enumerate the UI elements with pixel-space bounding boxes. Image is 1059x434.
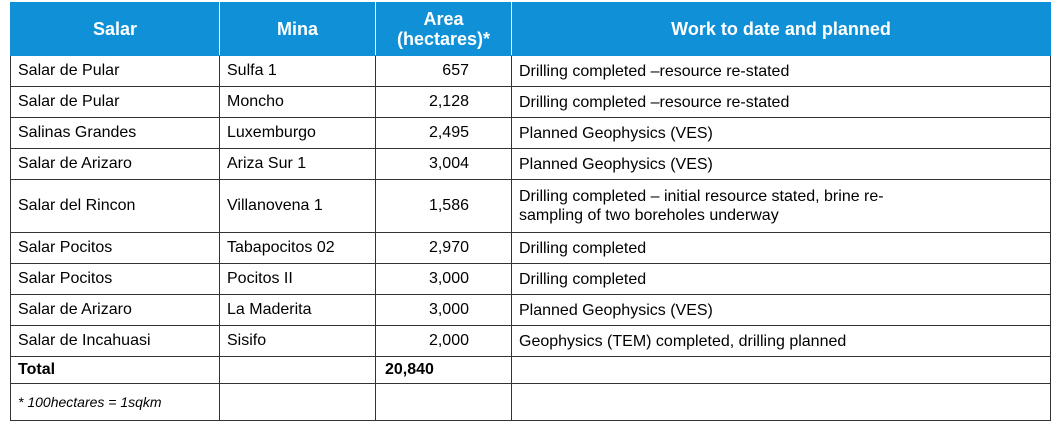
cell-work: Geophysics (TEM) completed, drilling pla… (511, 325, 1051, 357)
cell-salar: Salar Pocitos (10, 263, 220, 295)
cell-area: 2,000 (375, 325, 512, 357)
table-body: Salar de Pular Sulfa 1 657 Drilling comp… (10, 55, 1051, 421)
cell-mina: Tabapocitos 02 (219, 232, 376, 264)
cell-salar: Salar de Pular (10, 55, 220, 87)
cell-mina: Luxemburgo (219, 117, 376, 149)
cell-mina: Ariza Sur 1 (219, 148, 376, 180)
cell-salar: Salar de Arizaro (10, 148, 220, 180)
cell-salar: Salar de Pular (10, 86, 220, 118)
cell-area: 1,586 (375, 179, 512, 233)
cell-salar: Salar de Arizaro (10, 294, 220, 326)
header-area-line1: Area (423, 9, 464, 29)
salar-tenements-table: Salar Mina Area (hectares)* Work to date… (10, 2, 1051, 421)
cell-work: Planned Geophysics (VES) (511, 117, 1051, 149)
table-row: Salar de Arizaro La Maderita 3,000 Plann… (10, 294, 1051, 326)
cell-area: 2,495 (375, 117, 512, 149)
cell-area: 657 (375, 55, 512, 87)
cell-area: 2,970 (375, 232, 512, 264)
cell-work: Planned Geophysics (VES) (511, 148, 1051, 180)
cell-mina: Villanovena 1 (219, 179, 376, 233)
total-area: 20,840 (375, 356, 512, 384)
cell-area: 3,000 (375, 263, 512, 295)
cell-mina: Pocitos II (219, 263, 376, 295)
header-mina: Mina (219, 2, 376, 56)
cell-area: 3,004 (375, 148, 512, 180)
total-label: Total (10, 356, 220, 384)
cell-mina: Moncho (219, 86, 376, 118)
footnote-empty-area (375, 383, 512, 421)
table-row: Salar de Pular Moncho 2,128 Drilling com… (10, 86, 1051, 118)
table-row: Salar de Incahuasi Sisifo 2,000 Geophysi… (10, 325, 1051, 357)
table-row: Salar de Arizaro Ariza Sur 1 3,004 Plann… (10, 148, 1051, 180)
cell-salar: Salar Pocitos (10, 232, 220, 264)
cell-work-line2: sampling of two boreholes underway (519, 207, 779, 224)
table-row: Salinas Grandes Luxemburgo 2,495 Planned… (10, 117, 1051, 149)
cell-salar: Salar de Incahuasi (10, 325, 220, 357)
total-empty-work (511, 356, 1051, 384)
table-row: Salar de Pular Sulfa 1 657 Drilling comp… (10, 55, 1051, 87)
cell-work: Planned Geophysics (VES) (511, 294, 1051, 326)
total-empty-mina (219, 356, 376, 384)
cell-area: 3,000 (375, 294, 512, 326)
table-row: Salar del Rincon Villanovena 1 1,586 Dri… (10, 179, 1051, 233)
cell-work-line1: Drilling completed – initial resource st… (519, 188, 884, 205)
cell-work: Drilling completed (511, 232, 1051, 264)
cell-mina: Sisifo (219, 325, 376, 357)
footnote-row: * 100hectares = 1sqkm (10, 383, 1051, 421)
cell-work: Drilling completed –resource re-stated (511, 55, 1051, 87)
table-row: Salar Pocitos Tabapocitos 02 2,970 Drill… (10, 232, 1051, 264)
header-salar: Salar (10, 2, 220, 56)
cell-work: Drilling completed –resource re-stated (511, 86, 1051, 118)
table-row: Salar Pocitos Pocitos II 3,000 Drilling … (10, 263, 1051, 295)
total-row: Total 20,840 (10, 356, 1051, 384)
header-work: Work to date and planned (511, 2, 1051, 56)
cell-mina: La Maderita (219, 294, 376, 326)
cell-area: 2,128 (375, 86, 512, 118)
cell-salar: Salinas Grandes (10, 117, 220, 149)
cell-work: Drilling completed – initial resource st… (511, 179, 1051, 233)
cell-work: Drilling completed (511, 263, 1051, 295)
footnote: * 100hectares = 1sqkm (10, 383, 220, 421)
footnote-empty-mina (219, 383, 376, 421)
table-header: Salar Mina Area (hectares)* Work to date… (10, 2, 1051, 56)
cell-salar: Salar del Rincon (10, 179, 220, 233)
header-area: Area (hectares)* (375, 2, 512, 56)
cell-mina: Sulfa 1 (219, 55, 376, 87)
header-area-line2: (hectares)* (396, 29, 491, 49)
footnote-empty-work (511, 383, 1051, 421)
header-row: Salar Mina Area (hectares)* Work to date… (10, 2, 1051, 56)
